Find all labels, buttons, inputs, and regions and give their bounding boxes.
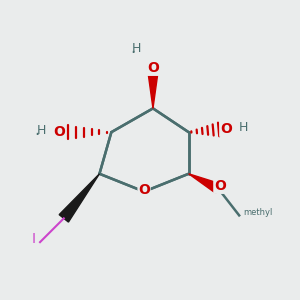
Text: ·: · [130, 44, 135, 62]
Polygon shape [189, 174, 221, 194]
Polygon shape [148, 70, 158, 108]
Text: O: O [53, 125, 65, 139]
Text: O: O [220, 122, 232, 136]
Text: H: H [239, 121, 248, 134]
Text: H: H [37, 124, 46, 137]
Text: O: O [138, 183, 150, 197]
Text: I: I [32, 232, 36, 246]
Text: O: O [147, 61, 159, 75]
Polygon shape [59, 174, 100, 222]
Text: H: H [132, 42, 141, 56]
Text: methyl: methyl [244, 208, 273, 217]
Text: ·: · [34, 126, 40, 144]
Text: O: O [214, 179, 226, 193]
